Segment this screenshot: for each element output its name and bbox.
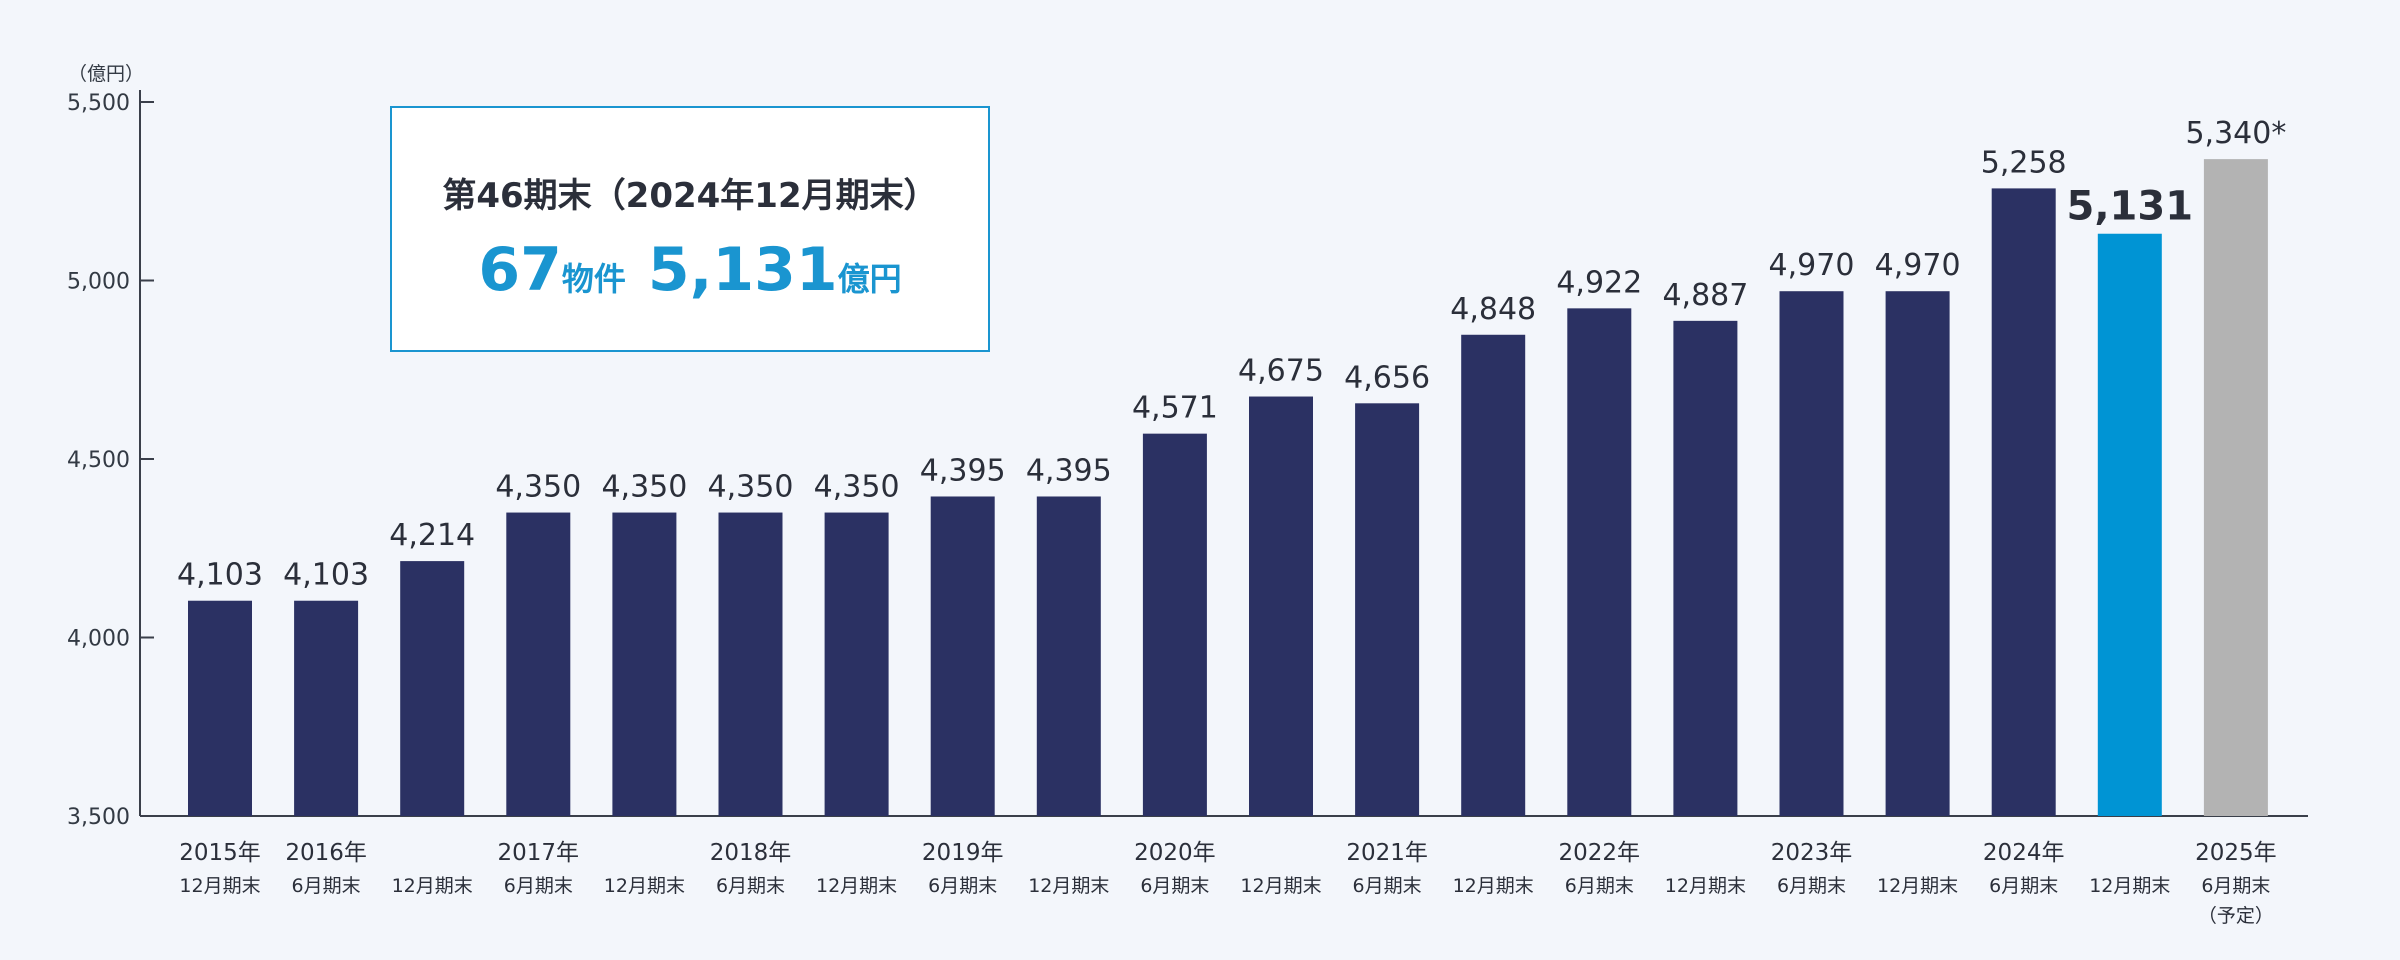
bar-value-label: 4,350: [708, 470, 794, 505]
y-axis-unit-label: （億円）: [68, 63, 144, 85]
x-period-label: 12月期末: [1665, 875, 1746, 897]
x-year-label: 2017年: [498, 840, 580, 866]
x-period-label: 12月期末: [1453, 875, 1534, 897]
x-year-label: 2025年: [2195, 840, 2277, 866]
bar: [1991, 188, 2056, 817]
y-tick-label: 5,000: [67, 270, 130, 295]
x-period-label: 6月期末: [928, 875, 997, 897]
summary-box: 第46期末（2024年12月期末） 67物件 5,131億円: [390, 106, 990, 352]
x-year-label: 2023年: [1771, 840, 1853, 866]
bar-value-label: 4,395: [920, 453, 1006, 488]
bar: [1673, 320, 1738, 816]
property-unit: 物件: [561, 260, 626, 298]
x-year-label: 2020年: [1134, 840, 1216, 866]
bar-value-label: 4,887: [1662, 278, 1748, 313]
y-tick-label: 5,500: [67, 91, 130, 116]
bar-value-label: 5,131: [2067, 184, 2194, 230]
x-period-label: 12月期末: [179, 875, 260, 897]
x-period-label: 12月期末: [604, 875, 685, 897]
bar: [1142, 433, 1207, 816]
bar-value-label: 5,258: [1981, 145, 2067, 180]
x-period-label: 6月期末: [716, 875, 785, 897]
bar: [400, 561, 465, 816]
y-tick-label: 4,500: [67, 448, 130, 473]
x-period-label: 12月期末: [1240, 875, 1321, 897]
x-year-label: 2018年: [710, 840, 792, 866]
total-amount: 5,131: [647, 235, 838, 305]
bar-value-label: 4,970: [1875, 248, 1961, 283]
summary-figures: 67物件 5,131億円: [392, 235, 988, 305]
bar-value-label: 4,571: [1132, 391, 1218, 426]
bar: [1461, 334, 1526, 816]
x-year-label: 2024年: [1983, 840, 2065, 866]
x-period-label: 6月期末: [1565, 875, 1634, 897]
x-period-label: 6月期末: [1353, 875, 1422, 897]
x-period-label: 6月期末: [1140, 875, 1209, 897]
x-year-label: 2019年: [922, 840, 1004, 866]
bar: [1249, 396, 1313, 816]
summary-title: 第46期末（2024年12月期末）: [442, 176, 938, 216]
bar-value-label: 4,103: [283, 558, 369, 593]
x-year-label: 2016年: [285, 840, 367, 866]
amount-unit: 億円: [837, 260, 902, 298]
bar: [506, 512, 571, 816]
bar-value-label: 4,350: [814, 470, 900, 505]
bar: [1036, 496, 1101, 816]
bar: [188, 600, 252, 816]
bar-value-label: 4,922: [1556, 265, 1642, 300]
x-period-label: 12月期末: [1877, 875, 1958, 897]
x-year-label: 2021年: [1346, 840, 1428, 866]
x-period-label: 6月期末: [292, 875, 361, 897]
bar-value-label: 4,350: [495, 470, 581, 505]
bar: [930, 496, 995, 816]
bar: [718, 512, 783, 816]
x-period-label: 6月期末: [504, 875, 573, 897]
bar-value-label: 4,848: [1450, 292, 1536, 327]
bar: [612, 512, 677, 816]
x-period-label: 12月期末: [392, 875, 473, 897]
x-period-label: 6月期末: [2201, 875, 2270, 897]
bar: [824, 512, 889, 816]
bar: [2203, 159, 2268, 816]
bar: [294, 600, 359, 816]
x-period-label: 6月期末: [1777, 875, 1846, 897]
bar-value-label: 4,103: [177, 558, 263, 593]
x-year-label: 2015年: [179, 840, 261, 866]
bar-value-label: 4,656: [1344, 360, 1430, 395]
bar-value-label: 4,675: [1238, 354, 1324, 389]
property-count: 67: [478, 235, 562, 305]
bar: [1885, 291, 1950, 817]
bar-value-label: 4,214: [389, 518, 475, 553]
bar-value-label: 5,340*: [2185, 116, 2286, 151]
bar-value-label: 4,970: [1769, 248, 1855, 283]
x-year-label: 2022年: [1559, 840, 1641, 866]
bar: [1779, 291, 1844, 817]
bar: [2097, 233, 2162, 816]
x-period-label: 6月期末: [1989, 875, 2058, 897]
bar: [1355, 403, 1420, 816]
bar-value-label: 4,395: [1026, 453, 1112, 488]
x-period-label: 12月期末: [816, 875, 897, 897]
y-tick-label: 4,000: [67, 627, 130, 652]
bar-value-label: 4,350: [601, 470, 687, 505]
y-tick-label: 3,500: [67, 805, 130, 830]
x-period-label: 12月期末: [2089, 875, 2170, 897]
x-period-label: 12月期末: [1028, 875, 1109, 897]
bar: [1567, 308, 1632, 816]
x-note-label: （予定）: [2198, 905, 2274, 927]
